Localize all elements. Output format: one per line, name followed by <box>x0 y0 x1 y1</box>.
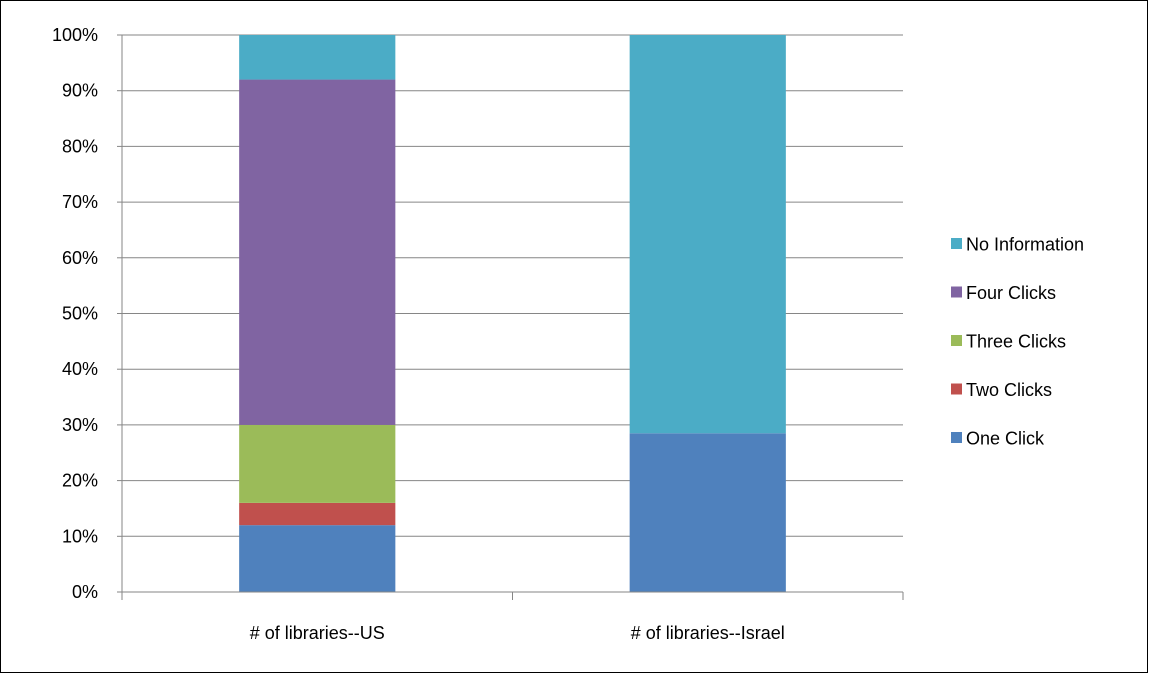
y-tick-label: 60% <box>62 248 98 268</box>
y-tick-label: 40% <box>62 359 98 379</box>
y-tick-label: 10% <box>62 526 98 546</box>
bar-segment-no-information <box>239 35 396 80</box>
legend-label: Two Clicks <box>966 380 1052 400</box>
y-tick-label: 70% <box>62 192 98 212</box>
y-tick-label: 80% <box>62 136 98 156</box>
legend-swatch <box>951 432 962 443</box>
bar-segment-one-click <box>239 525 396 592</box>
legend-swatch <box>951 238 962 249</box>
legend-label: One Click <box>966 429 1045 449</box>
legend-swatch <box>951 335 962 346</box>
y-tick-label: 20% <box>62 471 98 491</box>
bar-segment-four-clicks <box>239 79 396 425</box>
legend-label: Four Clicks <box>966 283 1056 303</box>
y-tick-label: 0% <box>72 582 98 602</box>
y-tick-label: 50% <box>62 304 98 324</box>
bar-segment-one-click <box>629 433 786 592</box>
legend-swatch <box>951 286 962 298</box>
legend-label: Three Clicks <box>966 332 1066 352</box>
y-tick-label: 90% <box>62 81 98 101</box>
legend-swatch <box>951 383 962 395</box>
x-tick-label: # of libraries--Israel <box>631 623 785 643</box>
bar-segment-no-information <box>629 35 786 434</box>
y-tick-label: 30% <box>62 415 98 435</box>
x-tick-label: # of libraries--US <box>250 623 385 643</box>
bar-segment-two-clicks <box>239 502 396 526</box>
bar-segment-three-clicks <box>239 424 396 503</box>
y-tick-label: 100% <box>52 25 98 45</box>
legend-label: No Information <box>966 235 1084 255</box>
